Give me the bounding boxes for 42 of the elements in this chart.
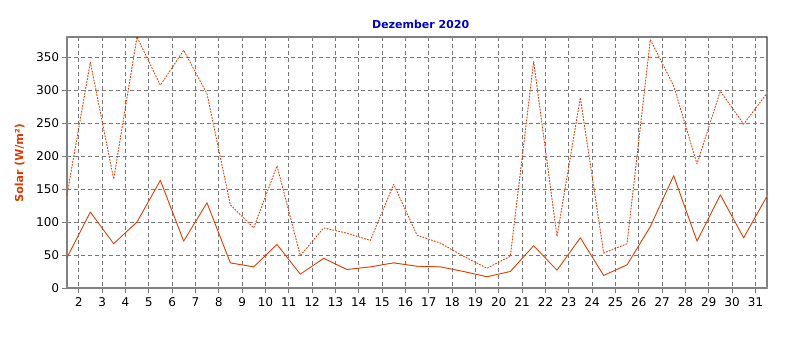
x-tick-label: 13 [328, 295, 343, 309]
x-tick-label: 19 [468, 295, 483, 309]
x-tick-label: 20 [491, 295, 506, 309]
y-tick-label: 100 [36, 214, 59, 229]
line-series [66, 36, 768, 269]
x-tick-label: 5 [144, 295, 152, 309]
y-tick-label: 250 [36, 116, 59, 130]
x-tick-label: 30 [724, 295, 740, 309]
y-tick-label: 0 [51, 281, 59, 295]
x-tick-label: 22 [538, 295, 553, 309]
x-tick-label: 25 [608, 295, 623, 309]
x-tick-label: 26 [631, 295, 646, 309]
x-tick-label: 10 [258, 295, 273, 309]
chart-title: Dezember 2020 [372, 18, 470, 31]
x-tick-label: 16 [398, 295, 413, 309]
x-tick-label: 12 [304, 295, 320, 309]
y-tick-label: 200 [36, 148, 59, 163]
x-tick-label: 4 [122, 295, 130, 309]
x-tick-label: 6 [168, 295, 176, 309]
x-tick-label: 7 [192, 295, 200, 309]
x-tick-label: 9 [238, 295, 246, 309]
y-tick-label: 50 [44, 248, 59, 262]
x-tick-label: 15 [374, 295, 390, 309]
x-tick-label: 31 [748, 295, 763, 309]
x-tick-label: 24 [584, 295, 600, 309]
x-tick-label: 18 [444, 295, 460, 309]
x-tick-label: 29 [701, 295, 716, 309]
x-tick-label: 3 [98, 295, 106, 309]
x-tick-label: 2 [74, 295, 82, 309]
x-tick-label: 21 [514, 295, 530, 309]
x-tick-label: 27 [654, 295, 670, 309]
x-tick-label: 17 [421, 295, 436, 309]
y-axis-title: Solar (W/m²) [13, 123, 26, 202]
x-tick-label: 14 [351, 295, 366, 309]
x-tick-label: 11 [281, 295, 296, 309]
line-series [66, 175, 768, 278]
y-tick-label: 300 [36, 82, 59, 97]
y-tick-label: 350 [36, 50, 59, 64]
x-tick-label: 23 [561, 295, 576, 309]
x-tick-label: 28 [678, 295, 693, 309]
x-tick-label: 8 [214, 295, 222, 309]
y-tick-label: 150 [36, 182, 59, 196]
